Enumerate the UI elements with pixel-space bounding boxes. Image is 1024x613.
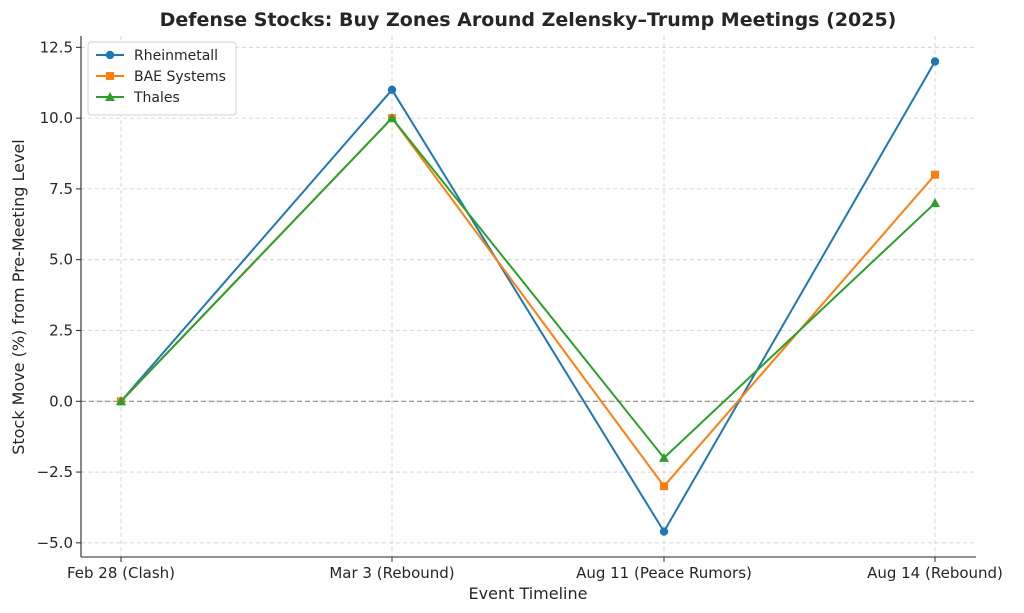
series-rheinmetall: [116, 57, 940, 536]
data-point-thales: [930, 198, 940, 208]
legend-swatch-marker: [105, 50, 115, 60]
y-tick-label: −5.0: [37, 534, 73, 552]
axes: [76, 36, 976, 562]
data-point-thales: [659, 452, 669, 462]
data-point-rheinmetall: [659, 527, 669, 536]
data-point-rheinmetall: [930, 57, 940, 66]
chart-title: Defense Stocks: Buy Zones Around Zelensk…: [160, 9, 897, 31]
legend-label: Rheinmetall: [134, 48, 218, 64]
y-tick-label: 7.5: [49, 180, 73, 198]
legend-label: BAE Systems: [134, 69, 226, 85]
legend-swatch-marker: [106, 72, 114, 80]
series-line-bae-systems: [120, 117, 936, 488]
series-line-thales: [120, 117, 936, 459]
y-tick-label: 0.0: [49, 392, 73, 410]
x-tick-label: Aug 11 (Peace Rumors): [576, 564, 752, 582]
series-bae-systems: [117, 114, 939, 491]
series-thales: [116, 113, 940, 462]
y-tick-label: 12.5: [40, 38, 73, 56]
legend-item-bae-systems: BAE Systems: [96, 69, 226, 85]
tick-labels: −5.0 −2.5 0.0 2.5 5.0 7.5 10.0 12.5 Feb 28 (Clas…: [37, 38, 1003, 582]
data-point-thales: [116, 396, 126, 406]
y-tick-label: 10.0: [40, 109, 73, 127]
series-lines: [116, 57, 940, 536]
y-tick-label: 2.5: [49, 321, 73, 339]
legend: Rheinmetall BAE Systems Thales: [87, 41, 237, 116]
x-tick-label: Feb 28 (Clash): [67, 564, 175, 582]
y-axis-label: Stock Move (%) from Pre-Meeting Level: [9, 139, 28, 455]
legend-box: [87, 41, 237, 116]
data-point-rheinmetall: [387, 85, 397, 94]
grid-lines: [81, 36, 976, 557]
legend-item-thales: Thales: [96, 90, 180, 106]
y-tick-label: −2.5: [37, 463, 73, 481]
x-axis-label: Event Timeline: [469, 584, 588, 603]
legend-swatch-marker: [105, 92, 115, 101]
legend-label: Thales: [133, 90, 180, 106]
x-tick-label: Mar 3 (Rebound): [329, 564, 454, 582]
series-line-rheinmetall: [120, 60, 936, 533]
y-tick-label: 5.0: [49, 251, 73, 269]
data-point-thales: [387, 113, 397, 123]
legend-item-rheinmetall: Rheinmetall: [96, 48, 218, 64]
x-tick-label: Aug 14 (Rebound): [867, 564, 1003, 582]
data-point-bae-systems: [660, 482, 668, 491]
data-point-bae-systems: [931, 170, 939, 179]
